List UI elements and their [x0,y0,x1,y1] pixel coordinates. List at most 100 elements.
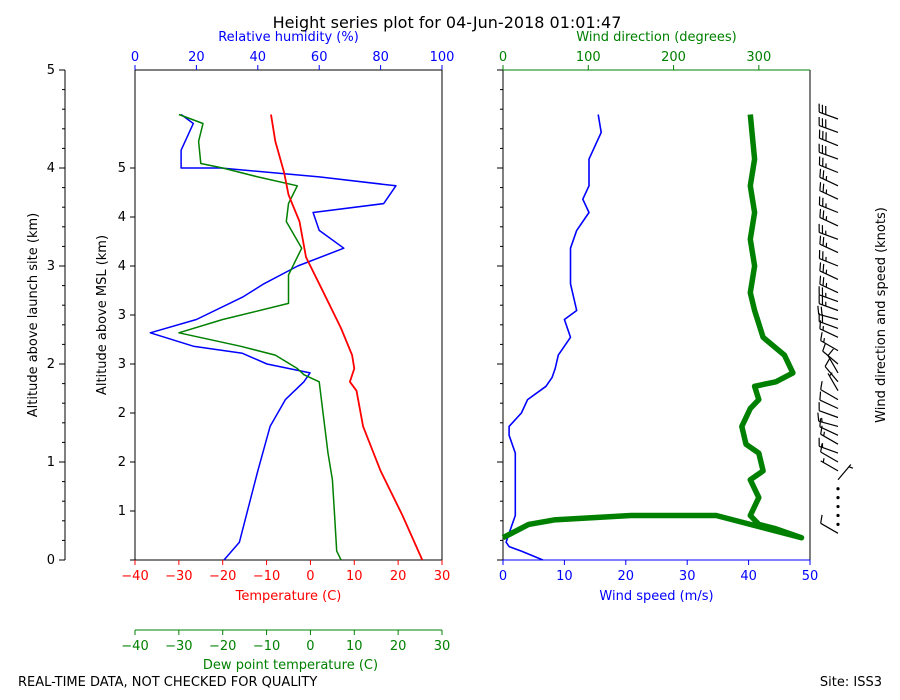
barb-flag-long [827,348,834,356]
speed-tick-label: 0 [499,569,507,584]
barb-shaft [820,389,839,401]
barb-flag-short [821,417,823,423]
humidity-tick-label: 100 [430,50,455,65]
wind-barb [819,235,839,254]
wind-barb [819,182,839,200]
wind-barb [818,117,839,133]
barb-shaft [822,350,839,365]
barb-flag-short [825,242,828,248]
wind-barb [822,342,839,365]
barb-flag-long [822,183,825,193]
dewpoint-tick-label: −40 [121,639,148,654]
wind-barb [827,372,839,392]
wind-barb-calm [836,496,840,500]
humidity-tick-label: 0 [131,50,139,65]
direction-axis-title: Wind direction (degrees) [576,30,736,45]
barb-flag-long [821,104,824,114]
barb-flag-short [848,466,854,469]
temp-tick-label: 0 [306,569,314,584]
wind-barb [817,305,839,321]
barb-flag-long [817,305,820,315]
barb-flag-long [821,225,824,234]
dewpoint-tick-label: −30 [165,639,192,654]
barb-flag-short [821,443,824,448]
barb-flag-long [822,197,824,207]
chart-title: Height series plot for 04-Jun-2018 01:01… [273,13,622,32]
direction-tick-label: 0 [499,50,507,65]
barb-shaft [827,355,839,374]
barb-shaft [824,366,839,383]
temp-tick-label: 10 [346,569,363,584]
barb-flag-long [819,235,822,245]
wind-barb [818,129,839,147]
msl-tick-label: 1 [118,504,126,519]
barb-flag-long [819,418,822,427]
barb-flag-long [818,437,820,447]
barb-flag-short [825,203,827,208]
wind-barb [819,208,839,227]
barb-panel: Wind direction and speed (knots) [817,103,889,534]
wind-barb [818,156,839,174]
agl-tick-label: 1 [47,455,55,470]
dewpoint-tick-label: −20 [209,639,236,654]
barb-flag-long [825,146,827,155]
wind-barb [818,223,839,240]
wind-barb [817,412,839,427]
temp-tick-label: −20 [209,569,236,584]
barb-flag-long [822,342,827,352]
dewpoint-tick-label: 30 [434,639,451,654]
wind-barb [818,249,839,267]
msl-tick-label: 4 [118,259,126,274]
barb-shaft [819,426,839,436]
barb-flag-long [825,106,827,115]
barb-shaft [819,399,839,410]
humidity-tick-label: 60 [311,50,328,65]
temp-tick-label: −40 [121,569,148,584]
agl-tick-label: 4 [47,161,55,176]
wind-barb [818,286,839,303]
barb-flag-long [822,157,824,167]
humidity-line [149,113,397,561]
wind-barb [837,464,854,481]
barb-flag-long [825,132,827,141]
barb-axis-title: Wind direction and speed (knots) [874,207,889,423]
temp-tick-label: 30 [434,569,451,584]
site-label: Site: ISS3 [820,675,882,690]
speed-tick-label: 40 [740,569,757,584]
barb-shaft [820,460,839,472]
barb-shaft [820,451,839,463]
thermo-frame [134,69,443,561]
msl-tick-label: 3 [118,308,126,323]
temp-tick-label: −30 [165,569,192,584]
wind-direction-line [501,114,805,541]
barb-flag-long [822,277,825,286]
wind-barb [818,143,839,160]
barb-flag-long [818,156,821,166]
barb-shaft [819,410,839,419]
barb-flag-short [829,372,833,377]
barb-flag-long [820,306,823,316]
msl-tick-label: 5 [118,161,126,176]
direction-tick-label: 100 [576,50,601,65]
barb-flag-short [825,176,828,181]
wind-barb [818,402,839,419]
barb-flag-short [825,216,828,221]
barb-flag-long [818,117,820,126]
barb-flag-long [822,251,824,260]
dewpoint-tick-label: 20 [390,639,407,654]
barb-flag-long [818,249,821,259]
barb-flag-long [822,263,825,273]
barb-flag-long [818,129,821,139]
wind-barb [818,437,839,454]
barb-flag-long [821,296,824,305]
wind-barb [818,295,839,312]
wind-barb [818,196,839,214]
agl-tick-label: 2 [47,357,55,372]
barb-flag-short [825,269,828,274]
barb-flag-short [825,301,827,307]
barb-flag-short [825,292,827,298]
agl-tick-label: 3 [47,259,55,274]
barb-flag-short [823,431,826,437]
barb-flag-long [819,182,822,191]
